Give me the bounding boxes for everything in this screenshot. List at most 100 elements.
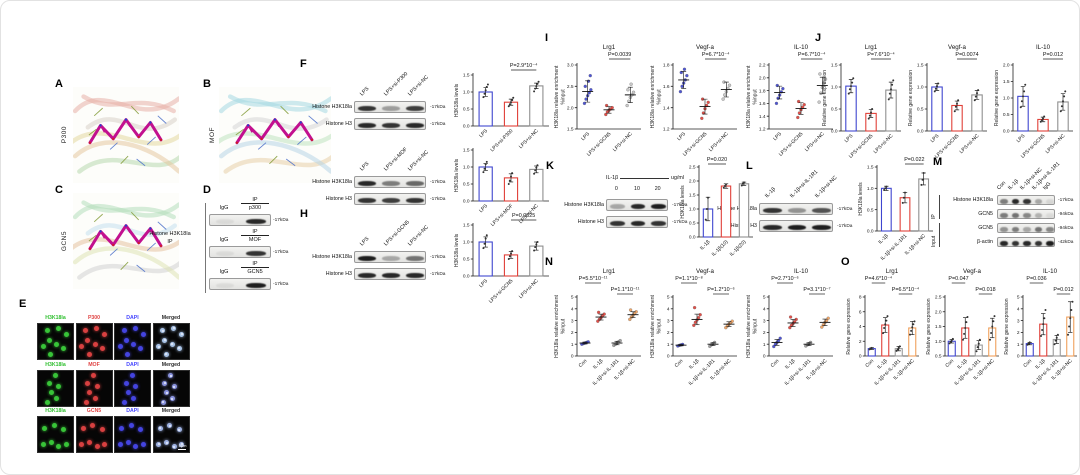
svg-text:1: 1	[667, 342, 670, 348]
chart-svg-I1: Lrg1 H3K18la relative enrichment %input 1.5…	[554, 44, 641, 158]
svg-text:0: 0	[667, 354, 670, 360]
svg-text:1.2: 1.2	[663, 127, 670, 133]
fraction-bracket	[939, 223, 940, 247]
chart-svg-N3: IL-10 H3K18la relative enrichment %input 0 1…	[746, 268, 833, 387]
svg-text:1.6: 1.6	[759, 101, 766, 107]
svg-text:Vegf-a: Vegf-a	[696, 268, 714, 275]
blot-row-label: Histone H3K18la	[717, 205, 757, 212]
igg-label: IgG	[219, 205, 229, 211]
svg-text:1: 1	[763, 342, 766, 348]
molecular-weight-label: -94kDa	[1058, 211, 1074, 217]
blot-strip	[997, 209, 1055, 219]
svg-text:LPS+si-GCN5: LPS+si-GCN5	[488, 278, 515, 305]
chart-g-h3k18la-levels: H3K18la levels 0.0 0.5 1.0 1.5 LPS LPS+si-MOF L…	[453, 134, 553, 231]
fluorescence-image	[37, 323, 74, 360]
lane-label: LPS+si-MOF	[383, 146, 409, 173]
svg-text:1.4: 1.4	[759, 114, 766, 120]
svg-text:LPS+si-NC: LPS+si-NC	[959, 133, 981, 155]
svg-text:2.0: 2.0	[689, 179, 696, 185]
blot-strip	[354, 268, 426, 280]
ip-target-label: Histone H3K18la IP	[149, 231, 191, 245]
chart-k-h3k18la-levels: H3K18la levels 0.0 0.5 1.0 1.5 2.0 2.5 P=0.020 I…	[679, 153, 757, 263]
fluorescence-image	[75, 323, 113, 360]
svg-text:1.0: 1.0	[867, 186, 874, 192]
svg-text:%input: %input	[657, 318, 663, 334]
structure-art	[219, 94, 331, 174]
fraction-bracket	[939, 195, 940, 219]
svg-text:1.5: 1.5	[1003, 79, 1010, 85]
svg-text:1.5: 1.5	[935, 324, 942, 330]
svg-text:P=0.018: P=0.018	[975, 287, 995, 293]
svg-text:Lrg1: Lrg1	[603, 44, 616, 51]
svg-text:0.5: 0.5	[917, 107, 924, 113]
svg-text:P=0.0039: P=0.0039	[608, 52, 631, 58]
panel-label-l: L	[746, 160, 753, 172]
ip-blot-group: IgG IP MOF -17kDa	[209, 229, 305, 260]
svg-text:2.0: 2.0	[1003, 63, 1010, 69]
svg-text:0.5: 0.5	[463, 107, 470, 113]
ip-label: IP	[241, 261, 269, 268]
channel-label: H3K18la	[45, 408, 66, 414]
coip-blot-m: Con IL-1β IL-1β+si-NC IL-1β+si-IL-1R1 IgG His…	[931, 155, 1079, 257]
svg-text:0.0: 0.0	[867, 229, 874, 235]
svg-text:H3K18la levels: H3K18la levels	[454, 83, 460, 117]
panel-label-b: B	[203, 78, 211, 90]
chart-o-vegfa-expression: Vegf-a Relative gene expression 0.5 1.0 1.5 2…	[925, 265, 1003, 392]
svg-text:%input: %input	[561, 89, 567, 105]
svg-text:Relative gene expression: Relative gene expression	[846, 298, 852, 354]
panel-label-n: N	[545, 256, 553, 268]
svg-text:P=0.012: P=0.012	[1053, 287, 1073, 293]
blot-row-label: Histone H3K18la	[312, 253, 352, 260]
svg-text:H3K18la levels: H3K18la levels	[680, 185, 686, 219]
panel-label-j: J	[815, 32, 822, 44]
blot-strip	[606, 199, 668, 211]
svg-text:0.5: 0.5	[935, 354, 942, 360]
svg-text:1.5: 1.5	[463, 73, 470, 79]
svg-text:1.5: 1.5	[917, 63, 924, 69]
panel-label-c: C	[55, 184, 63, 196]
svg-text:P=7.6*10⁻⁴: P=7.6*10⁻⁴	[867, 52, 895, 58]
fluorescence-image	[75, 416, 113, 453]
channel-label: DAPI	[126, 408, 139, 414]
svg-text:P=1.1*10⁻¹¹: P=1.1*10⁻¹¹	[611, 287, 640, 293]
western-blot-g: LPS LPS+si-MOF LPS+si-NC Histone H3K18la -17…	[300, 138, 452, 212]
blot-strip	[209, 214, 271, 226]
svg-text:2.5: 2.5	[567, 84, 574, 90]
svg-text:4: 4	[571, 307, 574, 313]
molecular-weight-label: -17kDa	[430, 271, 446, 277]
svg-text:Con: Con	[864, 358, 875, 369]
chart-o-lrg1-expression: Lrg1 Relative gene expression 0 2 4 6 8 P=4.6*1…	[845, 265, 923, 392]
blot-row-label: GCN5	[978, 224, 993, 231]
blot-row-label: GCN5	[978, 210, 993, 217]
svg-text:%input: %input	[753, 89, 759, 105]
svg-text:1.4: 1.4	[663, 105, 670, 111]
svg-text:Con: Con	[578, 358, 589, 369]
molecular-weight-label: -17kDa	[273, 250, 289, 255]
molecular-weight-label: -17kDa	[672, 219, 688, 225]
svg-text:H3K18la relative enrichment: H3K18la relative enrichment	[554, 294, 560, 357]
blot-strip	[354, 251, 426, 263]
chart-l-h3k18la-levels: H3K18la levels 0.0 0.5 1.0 1.5 P=0.022 IL-1β IL…	[857, 153, 937, 263]
svg-text:Relative gene expression: Relative gene expression	[908, 70, 914, 126]
blot-strip	[759, 220, 833, 232]
svg-text:0.0: 0.0	[463, 124, 470, 130]
igg-label: IgG	[219, 269, 229, 275]
docking-image-gcn5	[73, 193, 179, 289]
svg-text:LPS: LPS	[478, 203, 489, 214]
svg-text:H3K18la relative enrichment: H3K18la relative enrichment	[650, 294, 656, 357]
svg-text:H3K18la levels: H3K18la levels	[454, 233, 460, 267]
lane-label: LPS	[359, 85, 371, 98]
svg-text:0.5: 0.5	[463, 257, 470, 263]
svg-text:2.0: 2.0	[935, 309, 942, 315]
svg-text:0: 0	[1017, 354, 1020, 360]
svg-text:%input: %input	[657, 89, 663, 105]
channel-label: GCN5	[86, 408, 102, 414]
lane-label: IL-1β+si-NC	[813, 174, 839, 200]
protein-side-label-gcn5: GCN5	[60, 230, 68, 252]
channel-label: DAPI	[126, 361, 139, 368]
chart-f-h3k18la-levels: H3K18la levels 0.0 0.5 1.0 1.5 P=2.9*10⁻⁴ LPS L…	[453, 59, 553, 156]
svg-text:2.2: 2.2	[759, 63, 766, 69]
svg-text:H3K18la levels: H3K18la levels	[454, 158, 460, 192]
